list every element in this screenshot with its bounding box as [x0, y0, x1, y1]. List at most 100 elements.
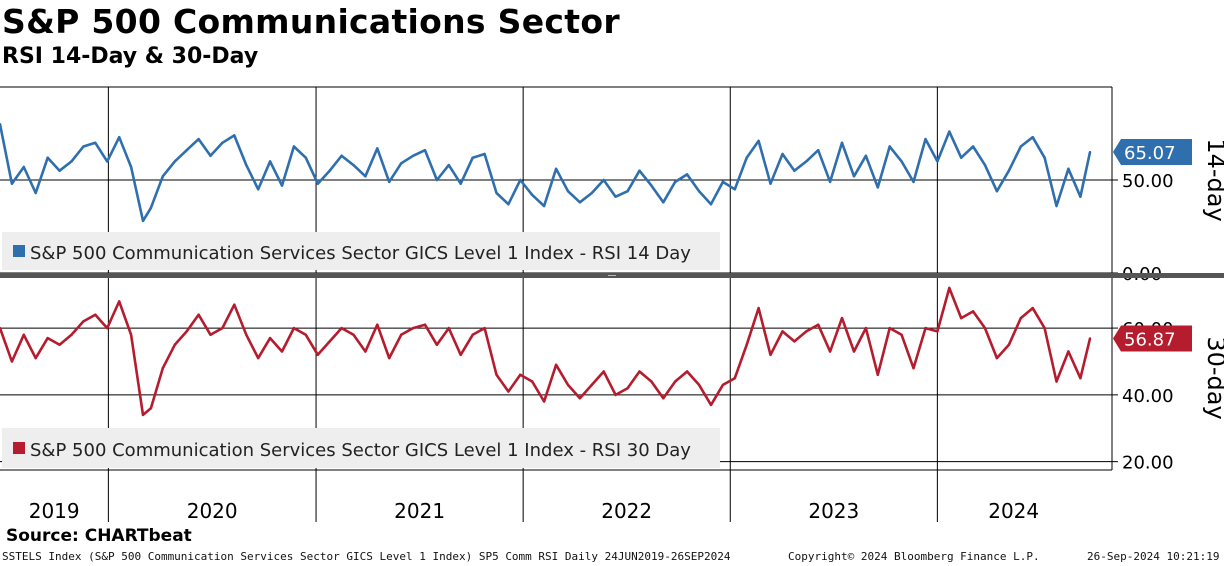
data-point [590, 383, 593, 387]
data-point [960, 156, 963, 159]
data-point [840, 316, 844, 320]
legend-background [2, 232, 720, 270]
data-point [328, 340, 331, 343]
data-point [936, 330, 939, 333]
chart-title: S&P 500 Communications Sector [2, 2, 620, 41]
data-point [960, 316, 963, 320]
data-point [602, 370, 605, 373]
data-point [793, 169, 796, 172]
source-note: Source: CHARTbeat [6, 526, 192, 546]
data-point [268, 336, 272, 340]
data-point [840, 141, 844, 144]
data-point [185, 149, 188, 152]
data-point [459, 182, 462, 185]
data-point [900, 160, 903, 163]
data-point [900, 333, 903, 336]
y-axis-title-rsi14: 14-day [1202, 138, 1224, 221]
x-tick-label: 2021 [394, 499, 445, 523]
data-point [924, 137, 927, 141]
data-point [141, 413, 145, 417]
data-point [650, 380, 653, 383]
series-line [0, 286, 1092, 417]
data-point [924, 326, 927, 330]
y-tick-label: 50.00 [1122, 171, 1174, 192]
data-point [697, 383, 701, 387]
data-point [1031, 306, 1034, 310]
data-point [781, 330, 784, 333]
panel-rsi14: S&P 500 Communication Services Sector GI… [0, 86, 1224, 285]
data-point [106, 160, 109, 163]
data-point [209, 333, 212, 336]
data-point [400, 162, 403, 165]
data-point [507, 203, 510, 206]
data-point [10, 182, 14, 185]
series-rsi14 [0, 123, 1092, 223]
data-point [781, 152, 784, 156]
data-point [852, 350, 856, 353]
data-point [948, 130, 951, 133]
data-point [292, 326, 296, 330]
data-point [388, 356, 391, 360]
legend-swatch-rsi30 [13, 442, 25, 454]
data-point [1007, 343, 1011, 346]
data-point [364, 350, 367, 353]
last-value-label-rsi14: 65.07 [1124, 143, 1176, 164]
x-tick-label: 2022 [601, 499, 652, 523]
y-axis-rsi14: 0.0050.00 [1112, 171, 1174, 285]
data-point [733, 377, 736, 380]
data-point [70, 160, 73, 163]
data-point [1067, 350, 1070, 353]
footer-timestamp: 26-Sep-2024 10:21:19 [1087, 550, 1220, 563]
data-point [531, 193, 534, 197]
data-point [423, 149, 427, 152]
data-point [10, 360, 14, 363]
data-point [685, 173, 689, 176]
data-point [161, 367, 164, 370]
data-point [435, 343, 439, 346]
x-axis: 2019 2020 2021 2022 2023 2024 [0, 469, 1112, 523]
data-point [304, 156, 307, 159]
data-point [94, 141, 97, 144]
data-point [447, 163, 450, 167]
data-point [948, 286, 951, 290]
data-point [864, 154, 868, 157]
data-point [1043, 156, 1046, 159]
data-point [995, 190, 999, 193]
data-point [936, 160, 939, 163]
data-point [82, 145, 85, 148]
footer-description: SSTELS Index (S&P 500 Communication Serv… [2, 550, 731, 563]
data-point [1079, 377, 1082, 380]
data-point [34, 356, 37, 360]
data-point [22, 333, 25, 336]
data-point [519, 178, 522, 182]
data-point [912, 180, 915, 184]
data-point [817, 149, 820, 152]
data-point [793, 340, 796, 343]
data-point [995, 356, 999, 360]
data-point [590, 191, 593, 195]
chart-subtitle: RSI 14-Day & 30-Day [2, 44, 259, 69]
data-point [566, 190, 570, 193]
x-tick-label: 2020 [187, 499, 238, 523]
data-point [257, 188, 260, 191]
data-point [566, 383, 570, 387]
data-point [876, 186, 879, 189]
data-point [483, 326, 486, 330]
footer-copyright: Copyright© 2024 Bloomberg Finance L.P. [788, 550, 1040, 563]
data-point [542, 400, 546, 403]
data-point [280, 184, 284, 187]
data-point [129, 333, 133, 336]
data-point [614, 195, 617, 198]
data-point [1079, 195, 1082, 198]
last-value-label-rsi30: 56.87 [1124, 330, 1176, 351]
data-point [161, 175, 164, 178]
data-point [185, 330, 188, 333]
last-value-badge-shape [1113, 325, 1192, 352]
data-point [1007, 169, 1011, 172]
data-point [411, 154, 415, 157]
data-point [471, 156, 474, 159]
data-point [82, 320, 85, 323]
data-point [1088, 150, 1092, 154]
data-point [411, 326, 415, 330]
